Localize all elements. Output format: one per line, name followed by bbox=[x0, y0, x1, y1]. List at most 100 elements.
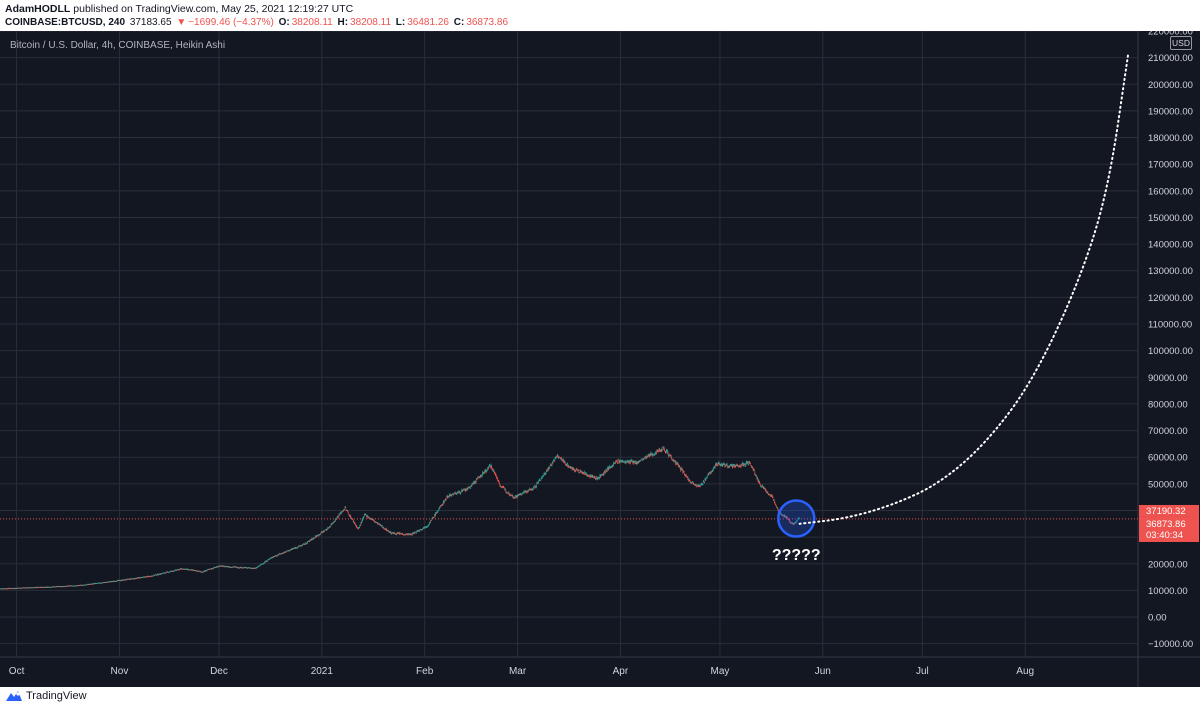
candle bbox=[694, 484, 696, 486]
candle bbox=[701, 483, 703, 485]
candle bbox=[309, 540, 311, 542]
chart-area[interactable] bbox=[0, 31, 1200, 687]
tradingview-logo[interactable]: TradingView bbox=[5, 690, 87, 702]
candle bbox=[659, 450, 661, 452]
candle bbox=[564, 462, 566, 464]
candle bbox=[703, 481, 705, 483]
candle bbox=[416, 530, 418, 532]
candle bbox=[136, 578, 138, 580]
candle bbox=[4, 588, 7, 590]
candle bbox=[185, 568, 187, 570]
candle bbox=[182, 568, 184, 570]
candle bbox=[763, 487, 765, 489]
candle bbox=[431, 518, 433, 520]
candle bbox=[6, 588, 8, 590]
candle bbox=[196, 570, 198, 572]
candle bbox=[668, 454, 670, 456]
candle bbox=[293, 548, 295, 550]
candle bbox=[679, 467, 681, 469]
candle bbox=[482, 472, 484, 475]
candle bbox=[295, 547, 297, 549]
candle bbox=[453, 493, 455, 495]
candle bbox=[169, 571, 171, 573]
candle bbox=[686, 476, 688, 478]
candle bbox=[727, 466, 729, 468]
candle bbox=[629, 461, 631, 464]
candle bbox=[408, 533, 410, 535]
candle bbox=[108, 581, 110, 583]
candle bbox=[751, 466, 753, 468]
candle bbox=[346, 509, 348, 511]
candle bbox=[2, 588, 4, 590]
candle bbox=[508, 491, 510, 493]
candle bbox=[191, 569, 193, 571]
candle bbox=[76, 585, 78, 587]
candle bbox=[640, 458, 642, 460]
candle bbox=[630, 460, 633, 462]
candle bbox=[712, 468, 714, 470]
candle bbox=[202, 571, 204, 573]
candle bbox=[513, 496, 515, 498]
candle bbox=[415, 531, 417, 533]
price-chart[interactable]: Bitcoin / U.S. Dollar, 4h, COINBASE, Hei… bbox=[0, 31, 1200, 687]
candle bbox=[564, 461, 566, 463]
candle bbox=[155, 574, 158, 576]
candle bbox=[256, 566, 258, 568]
candle bbox=[697, 486, 699, 488]
candle bbox=[171, 570, 173, 572]
candle bbox=[698, 486, 700, 487]
currency-badge[interactable]: USD bbox=[1170, 36, 1192, 50]
candle bbox=[336, 518, 338, 520]
candle bbox=[147, 576, 149, 577]
candle bbox=[7, 587, 9, 589]
candle bbox=[535, 486, 537, 488]
candle bbox=[87, 583, 89, 585]
candle bbox=[9, 587, 12, 589]
candle bbox=[660, 448, 662, 451]
candle bbox=[562, 460, 565, 462]
candle bbox=[500, 486, 503, 488]
candle bbox=[774, 501, 776, 504]
candle bbox=[609, 467, 611, 469]
candle bbox=[209, 568, 211, 570]
candle bbox=[623, 462, 625, 464]
candle bbox=[252, 568, 254, 570]
candle bbox=[124, 579, 126, 581]
candle bbox=[158, 573, 160, 575]
candle bbox=[53, 586, 55, 588]
candle bbox=[754, 474, 756, 476]
candle bbox=[526, 490, 529, 493]
candle bbox=[321, 531, 323, 533]
candle bbox=[788, 519, 790, 521]
candle bbox=[181, 568, 184, 570]
candle bbox=[665, 451, 667, 453]
author-name[interactable]: AdamHODLL bbox=[5, 3, 71, 15]
candle bbox=[222, 565, 224, 567]
candle bbox=[620, 460, 622, 461]
candle bbox=[215, 566, 217, 568]
candle bbox=[560, 458, 562, 460]
candle bbox=[231, 567, 233, 568]
candle bbox=[612, 466, 614, 467]
candle bbox=[284, 551, 286, 553]
candle bbox=[628, 460, 630, 463]
candle bbox=[278, 553, 280, 555]
candle bbox=[199, 571, 201, 573]
candle bbox=[558, 457, 560, 458]
candle bbox=[74, 585, 76, 587]
candle bbox=[264, 561, 266, 563]
candle bbox=[177, 569, 179, 571]
candle bbox=[323, 531, 325, 533]
candle bbox=[740, 466, 742, 468]
candle bbox=[734, 465, 736, 467]
candle bbox=[506, 492, 508, 493]
candle bbox=[269, 557, 271, 559]
candle bbox=[654, 454, 656, 455]
candle bbox=[429, 522, 431, 524]
candle bbox=[34, 587, 36, 588]
candle bbox=[733, 466, 735, 468]
candle bbox=[525, 490, 527, 492]
candle bbox=[300, 545, 302, 547]
candle bbox=[217, 566, 219, 568]
candle bbox=[353, 521, 355, 523]
